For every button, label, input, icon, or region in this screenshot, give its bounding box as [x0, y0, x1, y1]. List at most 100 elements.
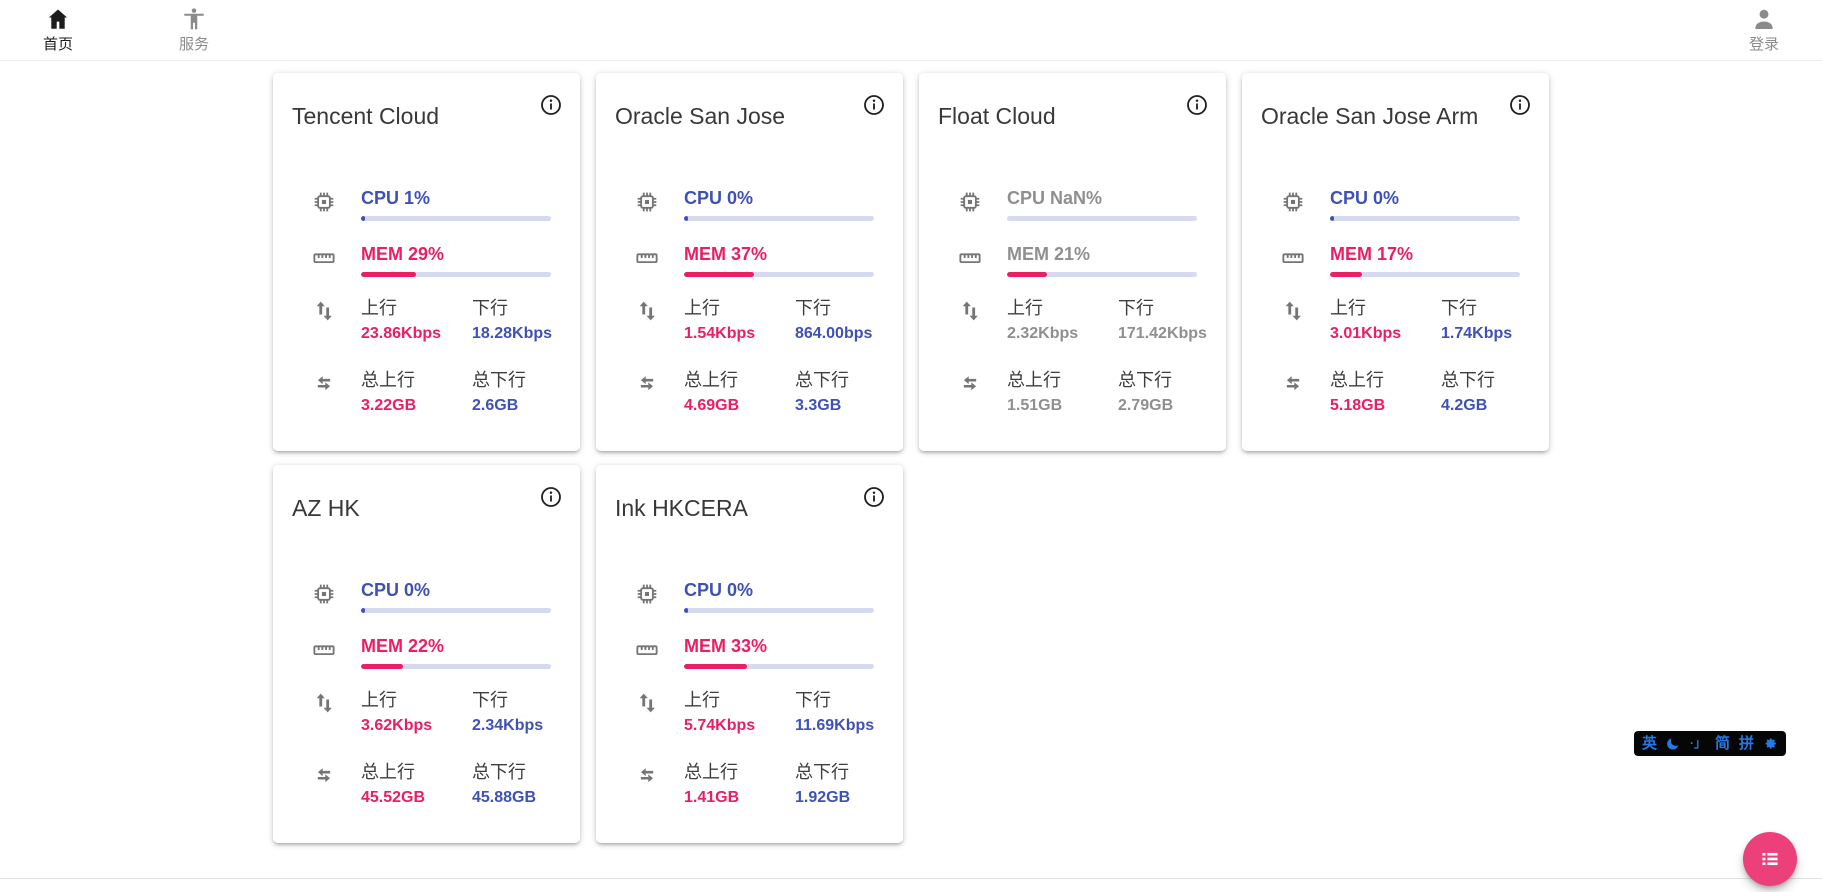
cpu-chip-icon: [634, 188, 684, 215]
cpu-label: CPU 1%: [361, 188, 431, 208]
info-button[interactable]: [537, 483, 565, 511]
net-speed-row: 上行 3.01Kbps 下行 1.74Kbps: [1280, 297, 1520, 343]
card-title: Ink HKCERA: [615, 495, 748, 521]
total-upload-value: 5.18GB: [1330, 397, 1386, 414]
swap-vertical-icon: [957, 297, 1007, 324]
info-button[interactable]: [1183, 91, 1211, 119]
card-stats: CPU 0% MEM 33% 上行 5.74Kbps 下行 11.69Kbps: [634, 580, 874, 807]
ruler-icon: [1280, 244, 1330, 271]
total-download-label: 总下行: [472, 762, 526, 782]
nav-home-label: 首页: [42, 36, 73, 53]
info-button[interactable]: [860, 483, 888, 511]
upload-label: 上行: [1330, 298, 1366, 318]
card-title: Float Cloud: [938, 103, 1056, 129]
nav-login-label: 登录: [1748, 36, 1779, 53]
mem-label: MEM 17%: [1330, 244, 1414, 264]
total-download-label: 总下行: [795, 370, 849, 390]
ruler-icon: [957, 244, 1007, 271]
mem-progress-fill: [684, 664, 747, 669]
card-title: Oracle San Jose: [615, 103, 786, 129]
cpu-row: CPU 0%: [1280, 188, 1520, 221]
download-label: 下行: [472, 690, 508, 710]
upload-label: 上行: [361, 298, 397, 318]
ime-language-toggle[interactable]: 英: [1642, 735, 1658, 752]
info-icon: [538, 92, 564, 118]
accessibility-icon: [181, 6, 207, 32]
swap-vertical-icon: [634, 297, 684, 324]
ime-punctuation-toggle[interactable]: ·」: [1690, 736, 1707, 750]
ime-simplified-toggle[interactable]: 简: [1715, 735, 1731, 752]
card-stats: CPU NaN% MEM 21% 上行 2.32Kbps 下行 171.42Kbps: [957, 188, 1207, 415]
top-nav: 首页 服务 登录: [0, 0, 1822, 61]
mem-progress-track: [684, 664, 874, 669]
net-total-row: 总上行 1.41GB 总下行 1.92GB: [634, 761, 874, 807]
upload-value: 3.62Kbps: [361, 717, 433, 734]
total-upload-label: 总上行: [684, 762, 738, 782]
info-button[interactable]: [537, 91, 565, 119]
cpu-row: CPU 0%: [634, 580, 874, 613]
cpu-progress-fill: [684, 608, 688, 613]
cpu-progress-track: [1007, 216, 1197, 221]
cpu-progress-track: [1330, 216, 1520, 221]
download-value: 2.34Kbps: [472, 717, 544, 734]
download-value: 171.42Kbps: [1118, 325, 1207, 342]
total-download-label: 总下行: [1118, 370, 1172, 390]
total-upload-label: 总上行: [361, 370, 415, 390]
ime-pinyin-toggle[interactable]: 拼: [1739, 735, 1755, 752]
net-total-row: 总上行 4.69GB 总下行 3.3GB: [634, 369, 874, 415]
total-upload-label: 总上行: [1007, 370, 1061, 390]
ruler-icon: [634, 244, 684, 271]
ime-halfwidth-moon-icon[interactable]: [1666, 736, 1681, 751]
ime-settings-gear-icon[interactable]: [1763, 736, 1778, 751]
swap-horizontal-icon: [957, 369, 1007, 396]
server-list-fab[interactable]: [1743, 832, 1797, 886]
mem-progress-track: [361, 272, 551, 277]
ruler-icon: [311, 244, 361, 271]
cpu-chip-icon: [634, 580, 684, 607]
cpu-row: CPU 0%: [634, 188, 874, 221]
ime-toolbar: 英 ·」 简 拼: [1634, 731, 1787, 756]
info-button[interactable]: [1506, 91, 1534, 119]
cpu-progress-fill: [684, 216, 688, 221]
net-speed-row: 上行 3.62Kbps 下行 2.34Kbps: [311, 689, 551, 735]
card-stats: CPU 0% MEM 37% 上行 1.54Kbps 下行 864.00bps: [634, 188, 874, 415]
download-label: 下行: [472, 298, 508, 318]
total-upload-value: 1.41GB: [684, 789, 740, 806]
server-card: Ink HKCERA CPU 0% MEM 33% 上行 5.7: [596, 465, 903, 843]
nav-item-services[interactable]: 服务: [170, 6, 218, 54]
download-value: 864.00bps: [795, 325, 873, 342]
download-value: 1.74Kbps: [1441, 325, 1513, 342]
download-label: 下行: [795, 690, 831, 710]
net-speed-row: 上行 1.54Kbps 下行 864.00bps: [634, 297, 874, 343]
mem-progress-track: [361, 664, 551, 669]
total-download-value: 4.2GB: [1441, 397, 1488, 414]
upload-value: 23.86Kbps: [361, 325, 442, 342]
mem-progress-track: [1330, 272, 1520, 277]
nav-item-login[interactable]: 登录: [1740, 6, 1788, 54]
net-speed-row: 上行 2.32Kbps 下行 171.42Kbps: [957, 297, 1207, 343]
upload-label: 上行: [684, 690, 720, 710]
mem-progress-fill: [684, 272, 755, 277]
nav-services-label: 服务: [178, 36, 209, 53]
download-label: 下行: [1118, 298, 1154, 318]
mem-row: MEM 37%: [634, 244, 874, 277]
cpu-label: CPU 0%: [361, 580, 431, 600]
mem-progress-track: [1007, 272, 1197, 277]
download-value: 11.69Kbps: [795, 717, 875, 734]
total-download-value: 3.3GB: [795, 397, 842, 414]
swap-vertical-icon: [311, 689, 361, 716]
cpu-progress-fill: [1330, 216, 1334, 221]
mem-progress-fill: [1330, 272, 1363, 277]
total-upload-label: 总上行: [684, 370, 738, 390]
mem-progress-fill: [1007, 272, 1047, 277]
info-button[interactable]: [860, 91, 888, 119]
mem-row: MEM 17%: [1280, 244, 1520, 277]
swap-horizontal-icon: [1280, 369, 1330, 396]
upload-value: 1.54Kbps: [684, 325, 756, 342]
cpu-chip-icon: [957, 188, 1007, 215]
nav-item-home[interactable]: 首页: [34, 6, 82, 54]
mem-row: MEM 22%: [311, 636, 551, 669]
cpu-label: CPU 0%: [684, 580, 754, 600]
cpu-progress-track: [684, 216, 874, 221]
cpu-progress-fill: [361, 216, 365, 221]
